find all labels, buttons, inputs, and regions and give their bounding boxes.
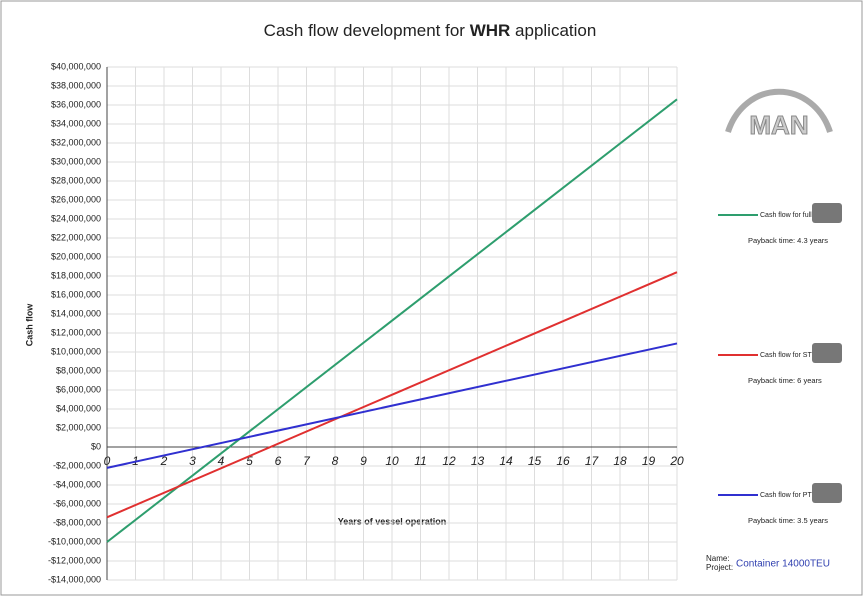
- payback-note: Payback time: 4.3 years: [748, 236, 828, 245]
- y-tick-label: $28,000,000: [51, 175, 101, 185]
- y-tick-label: $14,000,000: [51, 308, 101, 318]
- payback-note: Payback time: 6 years: [748, 376, 822, 385]
- y-axis-label: Cash flow: [24, 303, 34, 347]
- logo-text: MAN: [749, 110, 808, 140]
- y-tick-label: $16,000,000: [51, 289, 101, 299]
- y-tick-label: $36,000,000: [51, 99, 101, 109]
- logo: MAN: [725, 88, 833, 140]
- legend-item: Cash flow for PTG WHRS Payback time: 3.5 …: [718, 483, 842, 525]
- legend-label: Cash flow for PTG WHRS: [760, 492, 841, 499]
- x-tick-label: 12: [442, 454, 456, 468]
- y-tick-label: $32,000,000: [51, 137, 101, 147]
- y-tick-label: $40,000,000: [51, 61, 101, 71]
- y-tick-label: -$10,000,000: [48, 536, 101, 546]
- y-tick-label: $24,000,000: [51, 213, 101, 223]
- chart-title: Cash flow development for WHR applicatio…: [264, 21, 597, 40]
- y-tick-label: -$2,000,000: [53, 460, 101, 470]
- y-tick-label: $8,000,000: [56, 365, 101, 375]
- payback-note: Payback time: 3.5 years: [748, 516, 828, 525]
- x-tick-label: 2: [160, 454, 168, 468]
- x-tick-label: 11: [414, 454, 426, 468]
- x-tick-label: 16: [556, 454, 570, 468]
- x-tick-label: 6: [275, 454, 282, 468]
- y-tick-label: -$6,000,000: [53, 498, 101, 508]
- x-tick-label: 17: [585, 454, 600, 468]
- y-tick-label: $22,000,000: [51, 232, 101, 242]
- legend-label: Cash flow for STG WHRS: [760, 352, 841, 359]
- x-tick-label: 19: [642, 454, 656, 468]
- x-tick-label: 4: [218, 454, 225, 468]
- y-tick-label: -$12,000,000: [48, 555, 101, 565]
- legend-item: Cash flow for full WHRS Payback time: 4.3…: [718, 203, 842, 245]
- series-line: [106, 342, 678, 469]
- series-line: [106, 271, 678, 519]
- x-tick-label: 14: [499, 454, 513, 468]
- title-part: Cash flow development for: [264, 21, 466, 40]
- x-tick-label: 10: [385, 454, 399, 468]
- y-tick-label: $12,000,000: [51, 327, 101, 337]
- y-tick-label: $6,000,000: [56, 384, 101, 394]
- title-part: WHR: [470, 21, 511, 40]
- name-label: Name:: [706, 554, 730, 563]
- y-tick-label: $10,000,000: [51, 346, 101, 356]
- x-tick-label: 8: [332, 454, 339, 468]
- y-tick-label: -$8,000,000: [53, 517, 101, 527]
- y-tick-label: $0: [91, 441, 101, 451]
- project-name: Container 14000TEU: [736, 559, 830, 570]
- legend-icon: [812, 203, 842, 223]
- legend-icon: [812, 483, 842, 503]
- y-tick-label: $2,000,000: [56, 422, 101, 432]
- x-tick-label: 15: [528, 454, 542, 468]
- project-label: Project:: [706, 563, 733, 572]
- legend-icon: [812, 343, 842, 363]
- x-tick-label: 5: [246, 454, 253, 468]
- legend-item: Cash flow for STG WHRS Payback time: 6 ye…: [718, 343, 842, 385]
- x-tick-label: 13: [471, 454, 485, 468]
- title-part: application: [515, 21, 596, 40]
- y-tick-label: $26,000,000: [51, 194, 101, 204]
- x-tick-label: 3: [189, 454, 196, 468]
- x-tick-label: 18: [613, 454, 627, 468]
- legend-label: Cash flow for full WHRS: [760, 212, 835, 219]
- y-tick-label: $30,000,000: [51, 156, 101, 166]
- y-tick-label: $4,000,000: [56, 403, 101, 413]
- y-tick-label: $34,000,000: [51, 118, 101, 128]
- y-tick-label: $18,000,000: [51, 270, 101, 280]
- y-tick-label: -$14,000,000: [48, 574, 101, 584]
- x-tick-label: 20: [669, 454, 684, 468]
- y-tick-label: $38,000,000: [51, 80, 101, 90]
- x-tick-label: 7: [303, 454, 311, 468]
- series-line: [106, 98, 678, 543]
- x-tick-label: 9: [360, 454, 367, 468]
- y-tick-label: -$4,000,000: [53, 479, 101, 489]
- y-tick-label: $20,000,000: [51, 251, 101, 261]
